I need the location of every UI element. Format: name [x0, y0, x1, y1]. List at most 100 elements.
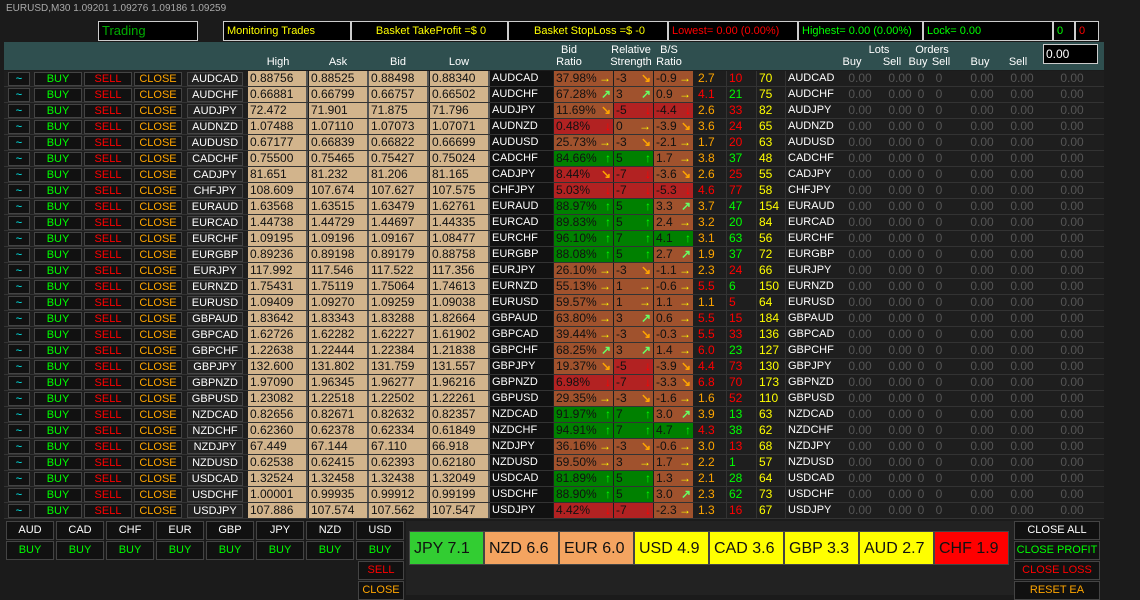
symbol-button[interactable]: AUDJPY — [187, 104, 243, 118]
symbol-button[interactable]: CADJPY — [187, 168, 243, 182]
buy-button[interactable]: BUY — [34, 232, 82, 246]
currency-chf-button[interactable]: CHF — [106, 521, 154, 540]
close-button[interactable]: CLOSE — [134, 376, 182, 390]
buy-button[interactable]: BUY — [34, 488, 82, 502]
close-button[interactable]: CLOSE — [134, 216, 182, 230]
symbol-button[interactable]: AUDNZD — [187, 120, 243, 134]
chart-button[interactable]: ~ — [8, 312, 30, 326]
symbol-button[interactable]: NZDJPY — [187, 440, 243, 454]
buy-button[interactable]: BUY — [34, 136, 82, 150]
symbol-button[interactable]: EURJPY — [187, 264, 243, 278]
chart-button[interactable]: ~ — [8, 120, 30, 134]
currency-sell-button[interactable]: SELL — [358, 561, 404, 580]
sell-button[interactable]: SELL — [84, 328, 132, 342]
sell-button[interactable]: SELL — [84, 504, 132, 518]
sell-button[interactable]: SELL — [84, 264, 132, 278]
close-button[interactable]: CLOSE — [134, 88, 182, 102]
currency-chf-buy-button[interactable]: BUY — [106, 541, 154, 560]
symbol-button[interactable]: EURCHF — [187, 232, 243, 246]
close-button[interactable]: CLOSE — [134, 168, 182, 182]
sell-button[interactable]: SELL — [84, 424, 132, 438]
symbol-button[interactable]: EURCAD — [187, 216, 243, 230]
currency-aud-buy-button[interactable]: BUY — [6, 541, 54, 560]
symbol-button[interactable]: NZDUSD — [187, 456, 243, 470]
currency-usd-buy-button[interactable]: BUY — [356, 541, 404, 560]
sell-button[interactable]: SELL — [84, 472, 132, 486]
currency-nzd-button[interactable]: NZD — [306, 521, 354, 540]
chart-button[interactable]: ~ — [8, 152, 30, 166]
buy-button[interactable]: BUY — [34, 472, 82, 486]
sell-button[interactable]: SELL — [84, 376, 132, 390]
chart-button[interactable]: ~ — [8, 280, 30, 294]
symbol-button[interactable]: USDCAD — [187, 472, 243, 486]
close-button[interactable]: CLOSE — [134, 488, 182, 502]
sell-button[interactable]: SELL — [84, 344, 132, 358]
chart-button[interactable]: ~ — [8, 168, 30, 182]
buy-button[interactable]: BUY — [34, 392, 82, 406]
sell-button[interactable]: SELL — [84, 72, 132, 86]
sell-button[interactable]: SELL — [84, 136, 132, 150]
symbol-button[interactable]: USDCHF — [187, 488, 243, 502]
sell-button[interactable]: SELL — [84, 88, 132, 102]
close-button[interactable]: CLOSE — [134, 344, 182, 358]
sell-button[interactable]: SELL — [84, 232, 132, 246]
currency-jpy-buy-button[interactable]: BUY — [256, 541, 304, 560]
currency-aud-button[interactable]: AUD — [6, 521, 54, 540]
close-loss-button[interactable]: CLOSE LOSS — [1014, 561, 1100, 580]
chart-button[interactable]: ~ — [8, 344, 30, 358]
close-button[interactable]: CLOSE — [134, 248, 182, 262]
buy-button[interactable]: BUY — [34, 408, 82, 422]
close-button[interactable]: CLOSE — [134, 120, 182, 134]
currency-gbp-buy-button[interactable]: BUY — [206, 541, 254, 560]
chart-button[interactable]: ~ — [8, 184, 30, 198]
symbol-button[interactable]: GBPNZD — [187, 376, 243, 390]
chart-button[interactable]: ~ — [8, 248, 30, 262]
chart-button[interactable]: ~ — [8, 200, 30, 214]
close-button[interactable]: CLOSE — [134, 72, 182, 86]
close-button[interactable]: CLOSE — [134, 312, 182, 326]
symbol-button[interactable]: AUDCHF — [187, 88, 243, 102]
buy-button[interactable]: BUY — [34, 152, 82, 166]
buy-button[interactable]: BUY — [34, 344, 82, 358]
buy-button[interactable]: BUY — [34, 328, 82, 342]
buy-button[interactable]: BUY — [34, 120, 82, 134]
buy-button[interactable]: BUY — [34, 424, 82, 438]
buy-button[interactable]: BUY — [34, 104, 82, 118]
symbol-button[interactable]: AUDUSD — [187, 136, 243, 150]
symbol-button[interactable]: GBPJPY — [187, 360, 243, 374]
sell-button[interactable]: SELL — [84, 440, 132, 454]
chart-button[interactable]: ~ — [8, 72, 30, 86]
symbol-button[interactable]: EURNZD — [187, 280, 243, 294]
reset-ea-button[interactable]: RESET EA — [1014, 581, 1100, 600]
chart-button[interactable]: ~ — [8, 104, 30, 118]
close-button[interactable]: CLOSE — [134, 152, 182, 166]
chart-button[interactable]: ~ — [8, 264, 30, 278]
close-button[interactable]: CLOSE — [134, 504, 182, 518]
symbol-button[interactable]: EURAUD — [187, 200, 243, 214]
currency-usd-button[interactable]: USD — [356, 521, 404, 540]
chart-button[interactable]: ~ — [8, 408, 30, 422]
chart-button[interactable]: ~ — [8, 360, 30, 374]
symbol-button[interactable]: NZDCHF — [187, 424, 243, 438]
symbol-button[interactable]: USDJPY — [187, 504, 243, 518]
sell-button[interactable]: SELL — [84, 456, 132, 470]
lot-size-input[interactable] — [1043, 44, 1098, 64]
currency-eur-buy-button[interactable]: BUY — [156, 541, 204, 560]
close-button[interactable]: CLOSE — [134, 296, 182, 310]
chart-button[interactable]: ~ — [8, 296, 30, 310]
close-button[interactable]: CLOSE — [134, 456, 182, 470]
chart-button[interactable]: ~ — [8, 136, 30, 150]
sell-button[interactable]: SELL — [84, 408, 132, 422]
close-all-button[interactable]: CLOSE ALL — [1014, 521, 1100, 540]
close-button[interactable]: CLOSE — [134, 472, 182, 486]
sell-button[interactable]: SELL — [84, 280, 132, 294]
chart-button[interactable]: ~ — [8, 472, 30, 486]
close-button[interactable]: CLOSE — [134, 184, 182, 198]
symbol-button[interactable]: AUDCAD — [187, 72, 243, 86]
sell-button[interactable]: SELL — [84, 488, 132, 502]
symbol-button[interactable]: EURGBP — [187, 248, 243, 262]
close-profit-button[interactable]: CLOSE PROFIT — [1014, 541, 1100, 560]
currency-jpy-button[interactable]: JPY — [256, 521, 304, 540]
close-button[interactable]: CLOSE — [134, 392, 182, 406]
sell-button[interactable]: SELL — [84, 168, 132, 182]
